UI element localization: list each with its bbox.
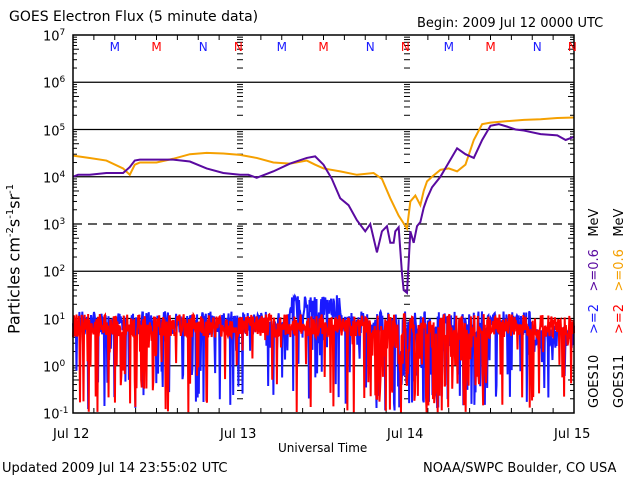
footer-credit: NOAA/SWPC Boulder, CO USA — [423, 461, 617, 476]
marker-M: M — [110, 40, 120, 54]
y-tick-base: 10 — [43, 360, 60, 376]
x-tick-label: Jul 15 — [554, 427, 591, 442]
y-tick-exp: 4 — [59, 169, 66, 180]
marker-M: M — [485, 40, 495, 54]
marker-M: M — [277, 40, 287, 54]
legend-goes11-2mev: >=2 — [612, 303, 627, 334]
legend-goes10-sat: GOES10 — [587, 354, 602, 408]
y-tick-exp: 2 — [59, 264, 66, 275]
series-goes10-06mev — [72, 123, 575, 295]
chart-title: GOES Electron Flux (5 minute data) — [9, 9, 259, 25]
marker-N: N — [568, 40, 577, 54]
legend-goes11: GOES11 >=2 >=0.6 MeV — [612, 208, 627, 408]
y-tick-exp: 3 — [59, 217, 66, 227]
y-tick-base: 10 — [43, 407, 60, 423]
y-tick-label: 100 — [43, 358, 66, 376]
x-tick-label: Jul 13 — [220, 427, 257, 442]
y-tick-base: 10 — [43, 171, 60, 187]
x-axis-label: Universal Time — [278, 441, 368, 455]
y-tick-base: 10 — [43, 265, 60, 281]
legend-goes11-unit: MeV — [612, 208, 627, 237]
ylabel-s: s — [4, 218, 24, 228]
y-tick-exp: 0 — [59, 358, 66, 369]
y-tick-base: 10 — [43, 218, 60, 234]
marker-M: M — [151, 40, 161, 54]
y-tick-label: 102 — [43, 264, 66, 281]
marker-M: M — [444, 40, 454, 54]
y-tick-label: 10-1 — [43, 406, 69, 423]
marker-N: N — [199, 40, 208, 54]
y-tick-label: 106 — [43, 75, 66, 92]
ylabel-base: Particles cm — [4, 237, 24, 334]
y-tick-exp: 7 — [59, 28, 66, 38]
y-tick-label: 105 — [43, 122, 66, 139]
marker-N: N — [401, 40, 410, 54]
y-tick-exp: 1 — [59, 311, 66, 322]
series-goes11-06mev — [72, 116, 575, 232]
footer-updated: Updated 2009 Jul 14 23:55:02 UTC — [2, 461, 228, 476]
y-tick-label: 101 — [43, 311, 66, 328]
ylabel-sr: sr — [4, 193, 24, 209]
ylabel-exp1: -2 — [5, 227, 16, 238]
legend-goes10: GOES10 >=2 >=0.6 MeV — [587, 208, 602, 408]
y-tick-base: 10 — [43, 123, 60, 139]
y-tick-base: 10 — [43, 76, 60, 92]
marker-N: N — [366, 40, 375, 54]
y-tick-exp: 5 — [59, 122, 66, 133]
legend-goes11-06mev: >=0.6 — [612, 249, 627, 292]
legend-goes10-unit: MeV — [587, 208, 602, 237]
y-tick-label: 104 — [43, 169, 66, 187]
x-tick-label: Jul 14 — [387, 427, 424, 442]
y-tick-base: 10 — [43, 29, 60, 45]
marker-N: N — [533, 40, 542, 54]
legend-goes10-06mev: >=0.6 — [587, 249, 602, 292]
y-tick-label: 103 — [43, 217, 66, 234]
ylabel-exp3: -1 — [5, 183, 16, 194]
ylabel-exp2: -1 — [5, 208, 16, 219]
series-goes11-2mev — [72, 311, 575, 413]
x-tick-label: Jul 12 — [53, 427, 90, 442]
legend-goes11-sat: GOES11 — [612, 354, 627, 408]
chart-subtitle: Begin: 2009 Jul 12 0000 UTC — [417, 16, 604, 31]
legend-goes10-2mev: >=2 — [587, 303, 602, 334]
y-tick-base: 10 — [43, 312, 60, 328]
plot-frame — [72, 34, 575, 414]
y-axis-label: Particles cm-2s-1sr-1 — [4, 183, 24, 334]
y-tick-label: 107 — [43, 28, 66, 45]
y-tick-exp: 6 — [59, 75, 66, 86]
marker-M: M — [318, 40, 328, 54]
marker-N: N — [234, 40, 243, 54]
y-tick-exp: -1 — [59, 406, 69, 416]
